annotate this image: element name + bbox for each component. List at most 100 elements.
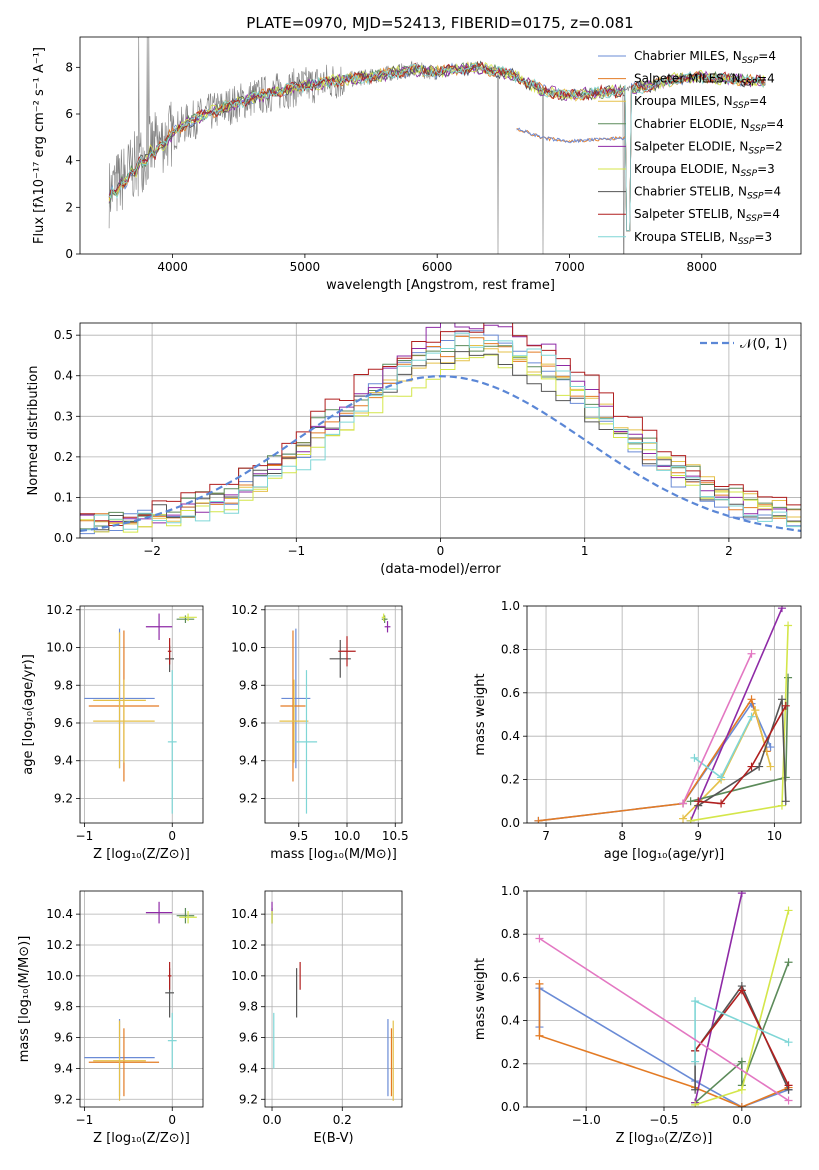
legend-sub: SSP xyxy=(738,237,755,247)
axes-frame xyxy=(526,890,802,1108)
x-tick-label: −1 xyxy=(76,1113,94,1127)
legend: Chabrier MILES, NSSP=4 Salpeter MILES, NS… xyxy=(598,49,784,247)
y-tick-label: 10.2 xyxy=(231,603,258,617)
y-tick-label: 0.8 xyxy=(501,927,520,941)
y-tick-label: 0.0 xyxy=(501,816,520,830)
axes-frame xyxy=(79,605,204,824)
y-tick-label: 10.0 xyxy=(231,641,258,655)
x-tick-label: −2 xyxy=(143,544,161,558)
y-tick-label: 1.0 xyxy=(501,599,520,613)
x-axis-label: mass [log₁₀(M/M⊙)] xyxy=(270,847,397,862)
y-tick-label: 9.6 xyxy=(54,1031,73,1045)
y-tick-label: 9.2 xyxy=(239,1092,258,1106)
legend-sub: SSP xyxy=(747,192,764,202)
weight-marker xyxy=(737,1085,746,1094)
y-tick-label: 9.4 xyxy=(54,754,73,768)
legend-sub: SSP xyxy=(742,56,759,66)
weight-marker xyxy=(691,1100,700,1107)
y-axis-label: mass weight xyxy=(473,958,488,1040)
x-axis-label: E(B-V) xyxy=(313,1131,353,1146)
y-tick-label: 0.4 xyxy=(54,369,73,383)
axes-frame xyxy=(79,322,802,539)
y-tick-label: 0.2 xyxy=(54,450,73,464)
x-tick-label: 8000 xyxy=(687,260,718,274)
x-tick-label: 0.0 xyxy=(732,1113,751,1127)
y-tick-label: 10.0 xyxy=(46,641,73,655)
y-axis-label: age [log₁₀(age/yr)] xyxy=(21,654,36,775)
plot-area xyxy=(80,323,801,535)
weight-marker xyxy=(784,673,793,682)
plot-area xyxy=(271,901,394,1101)
legend-label: Salpeter ELODIE, NSSP=2 xyxy=(634,139,783,156)
x-tick-label: 4000 xyxy=(157,260,188,274)
x-tick-label: 9.5 xyxy=(289,829,308,843)
x-tick-label: 0 xyxy=(168,829,176,843)
y-tick-label: 10.2 xyxy=(46,603,73,617)
weight-marker xyxy=(679,799,688,808)
axes-mass_vs_Z: −1 0 9.2 9.4 9.6 9.8 10.0 10.2 10.4 Z [log₁₀(Z/Z⊙… xyxy=(17,890,204,1146)
model-line-low xyxy=(516,128,626,143)
weight-marker xyxy=(755,762,764,771)
y-tick-label: 2 xyxy=(65,200,73,214)
axes-frame xyxy=(526,605,802,824)
weight-marker xyxy=(784,906,793,915)
y-tick-label: 9.2 xyxy=(54,1092,73,1106)
weight-line-salpeter-stelib xyxy=(698,705,787,805)
legend-sub: SSP xyxy=(748,146,765,156)
x-axis-label: age [log₁₀(age/yr)] xyxy=(604,847,725,862)
weight-marker xyxy=(737,1103,746,1107)
weight-line-salpeter-elodie xyxy=(689,607,783,822)
weight-marker xyxy=(766,743,775,752)
y-tick-label: 1.0 xyxy=(501,884,520,898)
y-axis-label: mass [log₁₀(M/M⊙)] xyxy=(17,936,32,1063)
x-tick-label: 0 xyxy=(437,544,445,558)
y-tick-label: 0.6 xyxy=(501,970,520,984)
weight-marker xyxy=(777,695,786,704)
weight-marker xyxy=(737,986,746,995)
weight-marker xyxy=(747,762,756,771)
histogram-salpeter-stelib xyxy=(80,323,801,526)
x-tick-label: 1 xyxy=(581,544,589,558)
x-tick-label: −1 xyxy=(287,544,305,558)
y-tick-label: 10.2 xyxy=(46,938,73,952)
y-tick-label: 9.8 xyxy=(239,1000,258,1014)
weight-line-salpeter-elodie xyxy=(539,937,789,1102)
plot-area xyxy=(84,613,197,814)
weight-marker xyxy=(784,1081,793,1090)
legend-label: Chabrier MILES, NSSP=4 xyxy=(634,49,776,66)
legend-post: =4 xyxy=(749,94,767,108)
weight-marker xyxy=(690,753,699,762)
weight-marker xyxy=(694,797,703,806)
y-tick-label: 4 xyxy=(65,154,73,168)
axes-spectrum: 4000 5000 6000 7000 8000 0 2 4 6 8 wavelength [Ang… xyxy=(32,36,802,293)
axes-age_vs_mass: 9.5 10.0 10.5 9.2 9.4 9.6 9.8 10.0 10.2 mass [log… xyxy=(231,603,408,862)
y-tick-label: 0.6 xyxy=(501,686,520,700)
x-tick-label: 0.2 xyxy=(333,1113,352,1127)
x-tick-label: 2 xyxy=(725,544,733,558)
y-tick-label: 0.0 xyxy=(501,1100,520,1114)
y-axis-label: mass weight xyxy=(473,673,488,755)
legend-label: Kroupa ELODIE, NSSP=3 xyxy=(634,162,775,179)
legend-post: =4 xyxy=(764,185,782,199)
weight-line-salpeter-elodie xyxy=(682,653,753,804)
x-axis-label: Z [log₁₀(Z/Z⊙)] xyxy=(93,1131,190,1146)
weight-marker xyxy=(717,773,726,782)
legend-post: =3 xyxy=(754,230,772,244)
legend-post: =2 xyxy=(765,139,783,153)
model-line-chabrier-stelib xyxy=(108,60,766,232)
x-tick-label: −1 xyxy=(76,829,94,843)
weight-marker xyxy=(747,695,756,704)
weight-marker xyxy=(747,712,756,721)
y-tick-label: 0.4 xyxy=(501,1014,520,1028)
x-axis-label: (data-model)/error xyxy=(380,562,501,577)
legend-sub: SSP xyxy=(750,124,767,134)
legend-post: =4 xyxy=(758,49,776,63)
x-tick-label: 7 xyxy=(542,829,550,843)
figure-title: PLATE=0970, MJD=52413, FIBERID=0175, z=0… xyxy=(246,14,633,32)
x-tick-label: 10.0 xyxy=(334,829,361,843)
plot-area xyxy=(535,891,793,1107)
y-tick-label: 9.6 xyxy=(54,716,73,730)
legend-label: Kroupa STELIB, NSSP=3 xyxy=(634,230,772,247)
weight-marker xyxy=(747,649,756,658)
